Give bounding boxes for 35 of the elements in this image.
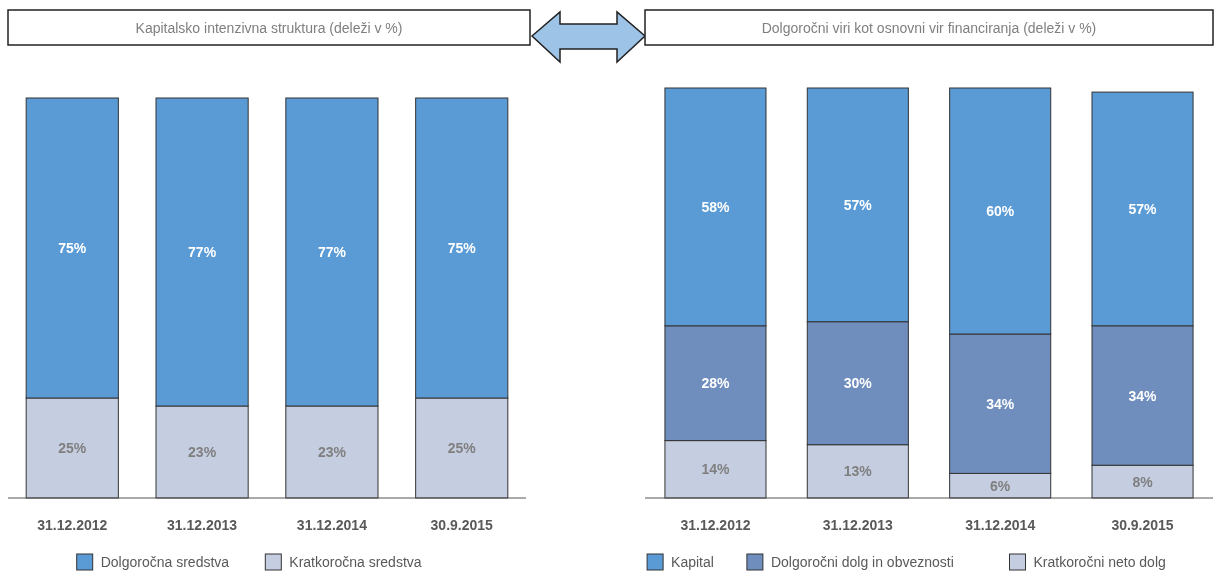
data-label: 30% xyxy=(843,375,873,392)
data-label: 8% xyxy=(1132,473,1154,490)
data-label: 28% xyxy=(701,375,731,392)
data-label: 57% xyxy=(1128,200,1158,217)
legend-label: Kratkoročna sredstva xyxy=(289,554,422,570)
data-label: 75% xyxy=(447,240,477,256)
data-label: 23% xyxy=(188,444,217,460)
data-label: 23% xyxy=(317,444,347,460)
x-tick-label: 31.12.2014 xyxy=(965,517,1036,533)
x-tick-label: 30.9.2015 xyxy=(1111,517,1174,533)
data-label: 60% xyxy=(986,203,1015,219)
x-tick-label: 31.12.2013 xyxy=(822,517,894,533)
chart-title: Kapitalsko intenzivna struktura (deleži v %) xyxy=(135,20,403,36)
data-label: 25% xyxy=(58,440,87,456)
data-label: 77% xyxy=(188,244,217,260)
data-label: 14% xyxy=(701,461,731,478)
legend-label: Dolgoročna sredstva xyxy=(100,554,230,570)
x-tick-label: 31.12.2013 xyxy=(167,517,238,533)
x-tick-label: 31.12.2012 xyxy=(37,517,108,533)
data-label: 75% xyxy=(58,240,87,256)
data-label: 25% xyxy=(447,440,477,456)
data-label: 34% xyxy=(1128,387,1158,404)
x-tick-label: 31.12.2012 xyxy=(680,517,751,533)
data-label: 77% xyxy=(317,244,347,260)
x-tick-label: 31.12.2014 xyxy=(296,517,368,533)
legend-label: Dolgoročni dolg in obveznosti xyxy=(770,554,954,570)
data-label: 13% xyxy=(843,463,873,480)
data-label: 57% xyxy=(843,196,873,213)
data-label: 6% xyxy=(990,477,1011,494)
chart-title: Dolgoročni viri kot osnovni vir financiranja (deleži v %) xyxy=(761,20,1097,36)
data-label: 58% xyxy=(701,198,731,215)
legend-label: Kratkoročni neto dolg xyxy=(1033,554,1166,570)
data-label: 34% xyxy=(986,395,1015,412)
x-tick-label: 30.9.2015 xyxy=(430,517,494,533)
legend-label: Kapital xyxy=(671,554,714,570)
